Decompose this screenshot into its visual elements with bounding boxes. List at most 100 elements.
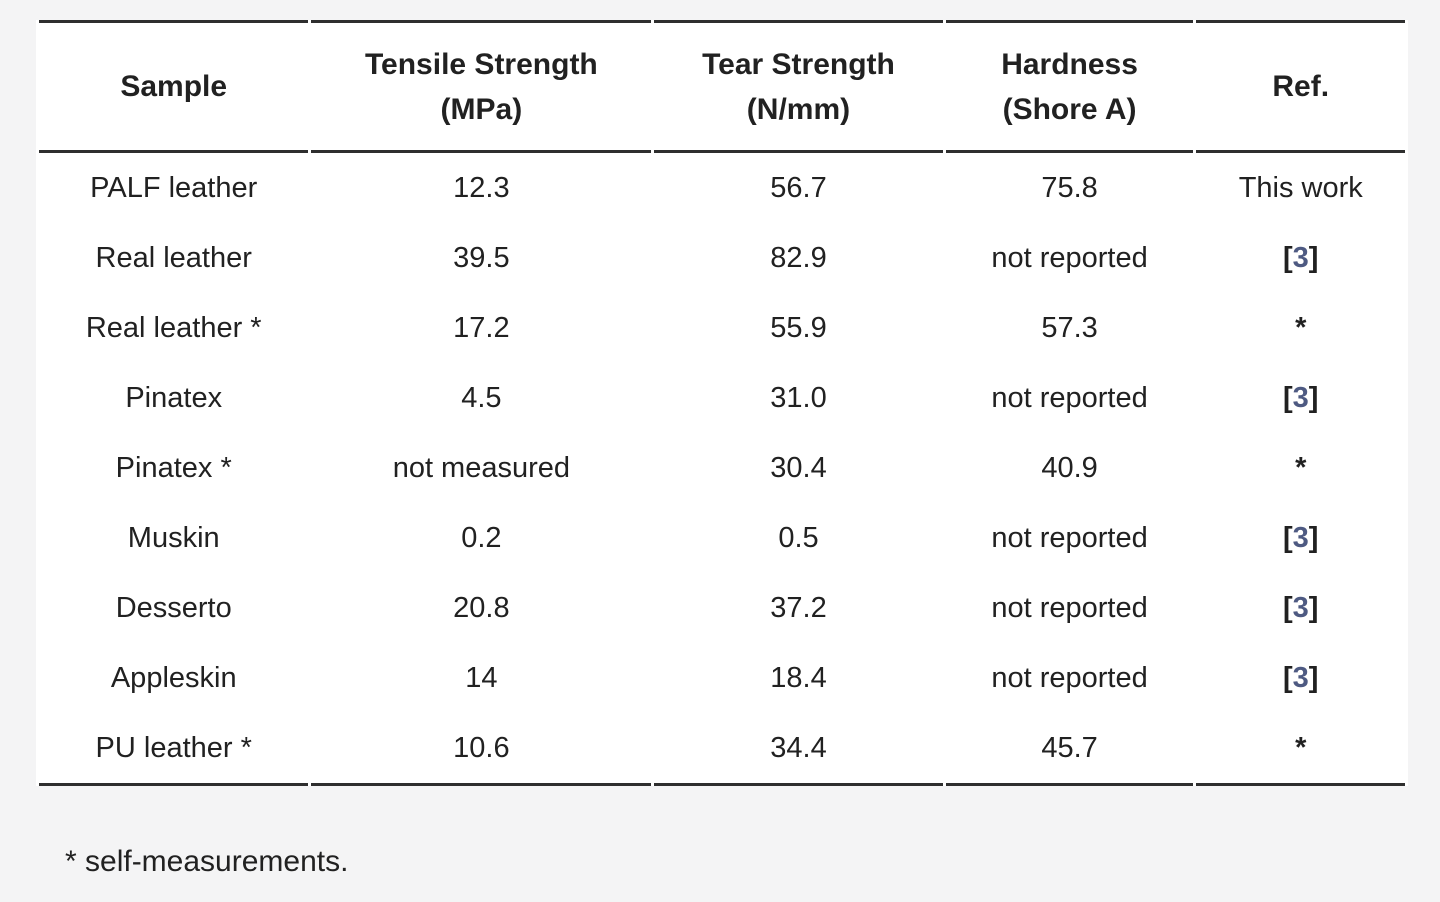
material-properties-section: Sample Tensile Strength (MPa) Tear Strength… [36, 20, 1408, 786]
ref-cell: * [1196, 433, 1405, 503]
tear-value: 31.0 [770, 381, 827, 414]
ref-cell: [3] [1196, 363, 1405, 433]
citation-bracket-close: ] [1308, 241, 1319, 274]
citation-bracket-close: ] [1308, 591, 1319, 624]
tensile-cell: 0.2 [311, 503, 651, 573]
tensile-value: 12.3 [453, 171, 510, 204]
ref-asterisk: * [1295, 451, 1307, 484]
tensile-cell: 17.2 [311, 293, 651, 363]
column-header-tear-line: Tear Strength [702, 47, 895, 81]
citation-bracket-open: [ [1282, 241, 1293, 274]
tensile-cell: 20.8 [311, 573, 651, 643]
tensile-value: 0.2 [461, 521, 502, 554]
table-row: Appleskin 14 18.4 not reported [3] [39, 643, 1405, 713]
column-header-tensile-line: Tensile Strength [364, 47, 598, 81]
tensile-cell: 14 [311, 643, 651, 713]
tensile-cell: 10.6 [311, 713, 652, 786]
table-row: Real leather * 17.2 55.9 57.3 * [39, 293, 1405, 363]
column-header-sample: Sample [39, 20, 309, 153]
tensile-cell: 12.3 [311, 153, 651, 223]
sample-value: Muskin [127, 521, 220, 554]
sample-cell: Pinatex [39, 363, 308, 433]
ref-asterisk: * [1295, 311, 1307, 344]
sample-cell: PU leather * [39, 713, 309, 786]
tear-value: 0.5 [778, 521, 819, 554]
table-row: PU leather * 10.6 34.4 45.7 * [39, 713, 1405, 786]
citation-bracket-open: [ [1282, 661, 1293, 694]
ref-cell: This work [1196, 153, 1405, 223]
tear-value: 55.9 [770, 311, 827, 344]
sample-cell: Real leather [39, 223, 308, 293]
column-header-hardness: Hardness (Shore A) [945, 20, 1194, 153]
hardness-value: not reported [991, 661, 1148, 694]
hardness-cell: not reported [946, 503, 1194, 573]
hardness-value: 57.3 [1041, 311, 1098, 344]
hardness-cell: 75.8 [946, 153, 1194, 223]
table-row: Real leather 39.5 82.9 not reported [3] [39, 223, 1405, 293]
citation-number[interactable]: 3 [1292, 591, 1309, 624]
tear-cell: 82.9 [654, 223, 942, 293]
tear-cell: 56.7 [654, 153, 942, 223]
column-header-ref: Ref. [1196, 20, 1405, 153]
tensile-cell: 4.5 [311, 363, 651, 433]
tensile-value: 4.5 [461, 381, 502, 414]
sample-cell: Desserto [39, 573, 308, 643]
tear-value: 30.4 [770, 451, 827, 484]
citation-bracket-open: [ [1282, 521, 1293, 554]
hardness-cell: not reported [946, 643, 1194, 713]
citation-number[interactable]: 3 [1292, 521, 1309, 554]
tensile-value: 10.6 [453, 731, 510, 764]
tear-cell: 0.5 [654, 503, 942, 573]
hardness-value: not reported [991, 521, 1148, 554]
citation-bracket-close: ] [1308, 661, 1319, 694]
tear-cell: 55.9 [654, 293, 942, 363]
sample-cell: Muskin [39, 503, 308, 573]
table-row: Desserto 20.8 37.2 not reported [3] [39, 573, 1405, 643]
ref-cell: [3] [1196, 503, 1405, 573]
tear-value: 82.9 [770, 241, 827, 274]
table-row: Pinatex * not measured 30.4 40.9 * [39, 433, 1405, 503]
tear-value: 34.4 [770, 731, 827, 764]
table-footnote: * self-measurements. [65, 845, 349, 878]
sample-value: Real leather [95, 241, 252, 274]
tear-value: 56.7 [770, 171, 827, 204]
hardness-cell: 57.3 [946, 293, 1194, 363]
citation-number[interactable]: 3 [1292, 661, 1309, 694]
citation-number[interactable]: 3 [1292, 381, 1309, 414]
hardness-cell: 45.7 [945, 713, 1194, 786]
ref-text: This work [1238, 171, 1363, 204]
hardness-cell: not reported [946, 223, 1194, 293]
sample-cell: PALF leather [39, 153, 308, 223]
sample-cell: Appleskin [39, 643, 308, 713]
hardness-value: not reported [991, 241, 1148, 274]
sample-value: Desserto [115, 591, 232, 624]
hardness-cell: 40.9 [946, 433, 1194, 503]
tensile-value: not measured [392, 451, 571, 484]
tear-value: 18.4 [770, 661, 827, 694]
sample-cell: Pinatex * [39, 433, 308, 503]
tear-cell: 34.4 [654, 713, 943, 786]
ref-cell: [3] [1196, 223, 1405, 293]
ref-cell: [3] [1196, 643, 1405, 713]
sample-value: Real leather * [85, 311, 262, 344]
column-header-hardness-line: Hardness [1001, 47, 1138, 81]
citation-number[interactable]: 3 [1292, 241, 1309, 274]
tensile-value: 39.5 [453, 241, 510, 274]
table-row: PALF leather 12.3 56.7 75.8 This work [39, 153, 1405, 223]
column-header-tear: Tear Strength (N/mm) [654, 20, 943, 153]
hardness-value: 75.8 [1041, 171, 1098, 204]
hardness-value: 45.7 [1041, 731, 1098, 764]
tear-cell: 30.4 [654, 433, 942, 503]
sample-cell: Real leather * [39, 293, 308, 363]
hardness-cell: not reported [946, 363, 1194, 433]
column-header-tensile-line: (MPa) [440, 92, 523, 126]
tear-cell: 37.2 [654, 573, 942, 643]
sample-value: PALF leather [90, 171, 258, 204]
citation-bracket-open: [ [1282, 381, 1293, 414]
citation-bracket-close: ] [1308, 381, 1319, 414]
column-header-tensile: Tensile Strength (MPa) [311, 20, 652, 153]
tear-cell: 31.0 [654, 363, 942, 433]
table-row: Pinatex 4.5 31.0 not reported [3] [39, 363, 1405, 433]
ref-cell: * [1196, 713, 1405, 786]
sample-value: Pinatex * [115, 451, 232, 484]
